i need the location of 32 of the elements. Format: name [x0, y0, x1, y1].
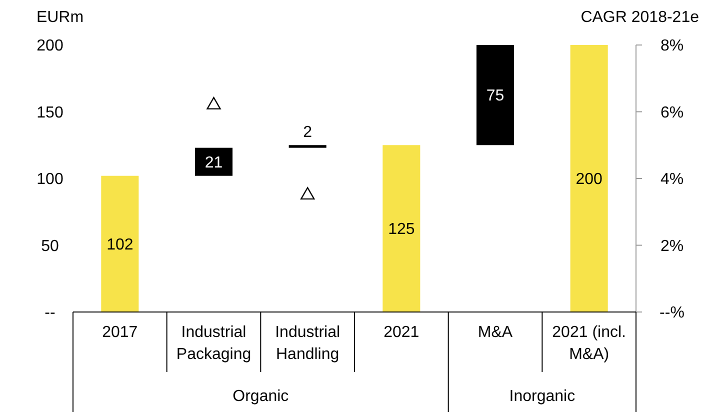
data-label: 125	[388, 221, 415, 238]
y2-axis-title: CAGR 2018-21e	[580, 9, 700, 26]
bar	[288, 145, 326, 148]
x-tick-label: M&A	[478, 324, 513, 341]
data-label: 102	[106, 236, 134, 254]
y-tick-label: 200	[36, 38, 64, 55]
y2-tick-label: 8%	[660, 38, 684, 55]
data-label: 21	[204, 154, 223, 172]
x-tick-label: Industrial Packaging	[176, 324, 252, 363]
y-tick-label: 150	[36, 104, 64, 122]
data-label: 75	[486, 88, 504, 105]
bar	[194, 148, 233, 176]
bar	[101, 176, 139, 312]
x-tick-label: Industrial Handling	[275, 324, 340, 363]
y-tick-label: --	[44, 304, 56, 322]
y-axis-title: EURm	[36, 9, 84, 26]
y2-tick-label: --%	[660, 304, 684, 322]
bar	[382, 145, 420, 312]
y2-tick-label: 4%	[660, 171, 684, 188]
text: Inorganic	[509, 388, 576, 405]
x-tick-label: 2021	[384, 324, 420, 341]
y-tick-label: 100	[36, 171, 64, 188]
y-tick-label: 50	[41, 238, 59, 255]
y2-tick-label: 2%	[660, 238, 684, 255]
x-tick-label: 2021 (incl. M&A)	[552, 324, 626, 363]
data-label: 200	[576, 171, 603, 188]
bar	[570, 45, 608, 312]
text: Organic	[232, 388, 289, 405]
bar	[476, 45, 514, 146]
y2-tick-label: 6%	[660, 104, 684, 122]
data-label: 2	[303, 124, 312, 142]
x-tick-label: 2017	[102, 324, 138, 341]
